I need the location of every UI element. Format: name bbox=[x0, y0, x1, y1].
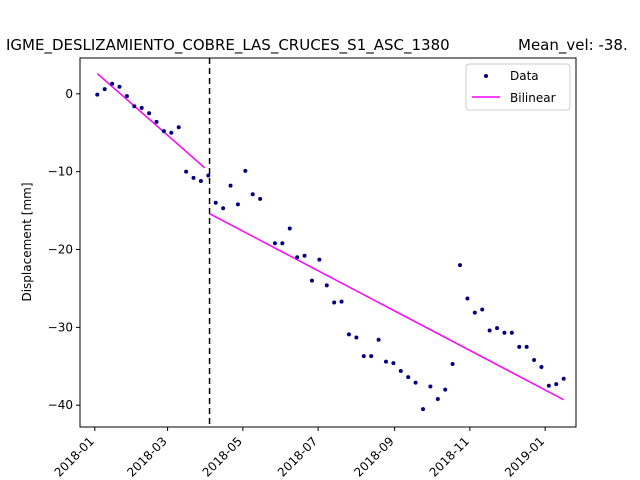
x-tick-label: 2018-09 bbox=[351, 434, 396, 479]
x-tick-label: 2018-05 bbox=[200, 434, 245, 479]
data-point bbox=[243, 168, 248, 173]
data-point bbox=[391, 361, 396, 366]
data-point bbox=[495, 326, 500, 331]
y-tick-label: −30 bbox=[48, 320, 73, 334]
data-point bbox=[443, 387, 448, 392]
chart-subtitle: Mean_vel: -38. bbox=[518, 36, 628, 55]
x-tick-label: 2018-03 bbox=[124, 434, 169, 479]
y-axis-label: Displacement [mm] bbox=[20, 182, 34, 301]
y-tick-label: −10 bbox=[48, 165, 73, 179]
data-point bbox=[95, 92, 100, 97]
legend: Data Bilinear bbox=[465, 63, 571, 111]
data-point bbox=[532, 358, 537, 363]
data-point bbox=[132, 104, 137, 109]
data-point bbox=[161, 129, 166, 134]
data-point bbox=[324, 283, 329, 288]
data-point bbox=[398, 368, 403, 373]
data-point bbox=[287, 226, 292, 231]
y-tick-label: −20 bbox=[48, 243, 73, 257]
data-point bbox=[421, 407, 426, 412]
data-point bbox=[206, 173, 211, 178]
data-point bbox=[406, 375, 411, 380]
data-point bbox=[213, 200, 218, 205]
data-point bbox=[524, 344, 529, 349]
data-point bbox=[487, 328, 492, 333]
x-tick-label: 2018-07 bbox=[275, 434, 320, 479]
data-point bbox=[258, 196, 263, 201]
data-point bbox=[332, 300, 337, 305]
data-point bbox=[450, 361, 455, 366]
data-point bbox=[561, 376, 566, 381]
data-point bbox=[539, 365, 544, 370]
data-point bbox=[124, 94, 129, 99]
data-point bbox=[235, 202, 240, 207]
data-point bbox=[110, 81, 115, 86]
legend-box bbox=[465, 63, 571, 111]
data-point bbox=[272, 241, 277, 246]
data-point bbox=[428, 384, 433, 389]
legend-data-label: Data bbox=[510, 69, 539, 83]
data-point bbox=[383, 359, 388, 364]
data-point bbox=[339, 299, 344, 304]
data-point bbox=[221, 206, 226, 211]
data-point bbox=[361, 354, 366, 359]
data-point bbox=[465, 296, 470, 301]
data-point bbox=[191, 175, 196, 180]
data-point bbox=[302, 253, 307, 258]
data-point bbox=[169, 130, 174, 135]
data-point bbox=[295, 255, 300, 260]
data-point bbox=[176, 125, 181, 130]
data-point bbox=[346, 332, 351, 337]
data-point bbox=[117, 84, 122, 89]
data-point bbox=[554, 382, 559, 387]
data-point bbox=[435, 396, 440, 401]
x-tick-label: 2018-11 bbox=[427, 434, 472, 479]
data-point bbox=[369, 354, 374, 359]
data-point bbox=[102, 87, 107, 92]
x-tick-label: 2019-01 bbox=[502, 434, 547, 479]
bilinear-segment-2 bbox=[209, 213, 565, 401]
data-point bbox=[250, 192, 255, 197]
data-point bbox=[139, 105, 144, 110]
data-point bbox=[509, 330, 514, 335]
data-point bbox=[280, 241, 285, 246]
data-point bbox=[147, 111, 152, 116]
chart-title: IGME_DESLIZAMIENTO_COBRE_LAS_CRUCES_S1_A… bbox=[6, 36, 450, 55]
data-point bbox=[154, 119, 159, 124]
data-point bbox=[458, 263, 463, 268]
bilinear-segment-1 bbox=[96, 73, 206, 169]
data-point bbox=[317, 257, 322, 262]
y-tick-label: 0 bbox=[65, 87, 73, 101]
data-point bbox=[480, 307, 485, 312]
data-point bbox=[517, 344, 522, 349]
data-point bbox=[228, 183, 233, 188]
legend-data-marker bbox=[484, 74, 488, 78]
data-point bbox=[198, 179, 203, 183]
data-point bbox=[354, 335, 359, 340]
y-tick-label: −40 bbox=[48, 398, 73, 412]
plot-area-frame bbox=[79, 57, 577, 428]
data-point bbox=[472, 310, 477, 315]
data-point bbox=[376, 337, 381, 342]
data-point bbox=[309, 278, 314, 283]
data-point bbox=[184, 169, 189, 174]
data-point bbox=[413, 380, 418, 385]
x-tick-label: 2018-01 bbox=[52, 434, 97, 479]
legend-bilinear-label: Bilinear bbox=[510, 91, 556, 105]
data-point bbox=[502, 330, 507, 335]
data-point bbox=[546, 383, 551, 388]
